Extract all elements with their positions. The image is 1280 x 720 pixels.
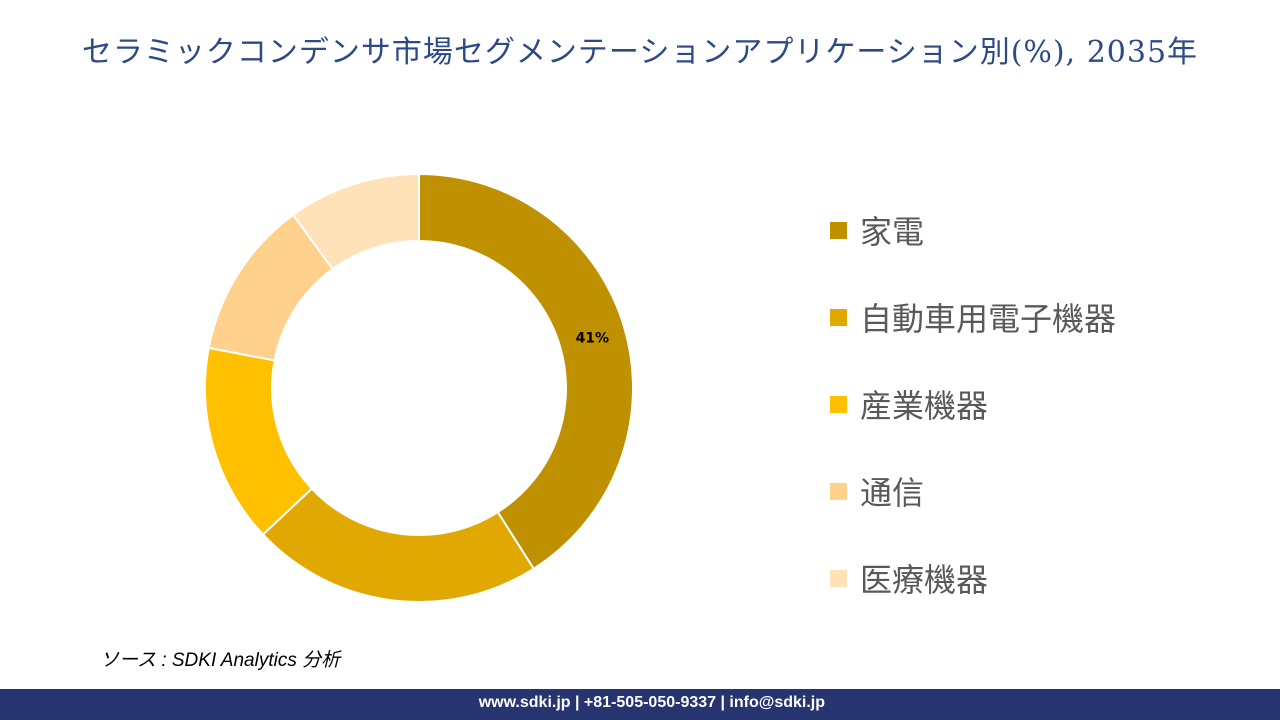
donut-slice-5: [291, 172, 420, 271]
legend-item: 医療機器: [830, 553, 988, 603]
footer-bar: www.sdki.jp | +81-505-050-9337 | info@sd…: [0, 689, 1280, 720]
legend-swatch: [830, 569, 847, 587]
legend-label: 産業機器: [860, 387, 989, 425]
legend-label: 通信: [860, 474, 925, 512]
donut-chart: 41%: [204, 172, 634, 603]
legend-swatch: [830, 395, 847, 413]
footer-contact: www.sdki.jp | +81-505-050-9337 | info@sd…: [478, 694, 825, 711]
chart-title: セラミックコンデンサ市場セグメンテーションアプリケーション別(%), 2035年: [81, 35, 1199, 70]
legend-item: 家電: [830, 205, 924, 255]
legend-label: 医療機器: [860, 561, 989, 599]
data-label: 41%: [576, 331, 610, 347]
legend-swatch: [830, 308, 847, 326]
donut-slice-1: [418, 172, 634, 571]
legend-item: 通信: [830, 466, 924, 516]
donut-slice-2: [261, 487, 536, 603]
legend-item: 自動車用電子機器: [830, 292, 1116, 342]
legend-swatch: [830, 482, 847, 500]
legend-item: 産業機器: [830, 379, 988, 429]
source-note: ソース : SDKI Analytics 分析: [100, 650, 341, 671]
legend-label: 自動車用電子機器: [860, 300, 1117, 338]
legend-swatch: [830, 221, 847, 239]
legend-label: 家電: [860, 213, 925, 251]
